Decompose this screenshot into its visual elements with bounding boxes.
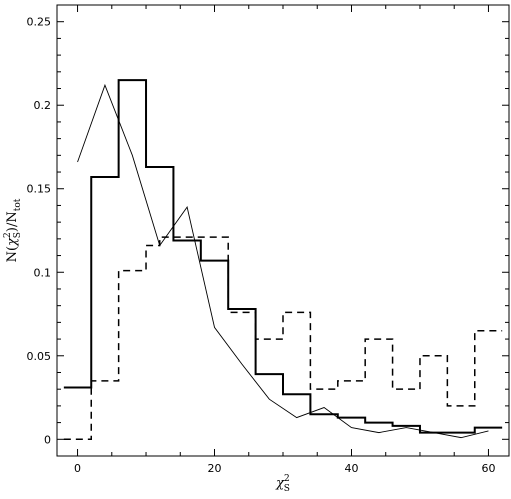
y-axis-label-sup: 2 (3, 232, 13, 238)
x-axis-label-base: χ (275, 476, 285, 491)
y-tick-label: 0.05 (27, 350, 52, 363)
y-tick-label: 0 (44, 433, 51, 446)
axis-ticks (57, 5, 509, 456)
y-tick-label: 0.15 (27, 183, 52, 196)
x-axis-label-sub: S (284, 484, 290, 494)
y-axis-label-prefix: N( (5, 246, 20, 262)
x-tick-label: 60 (481, 462, 495, 475)
y-axis-label-sub: S (13, 232, 23, 238)
y-axis-label: N(χ2S)/Ntot (3, 198, 23, 262)
x-tick-label: 0 (74, 462, 81, 475)
y-axis-label-chi: χ (5, 237, 20, 247)
series-line-2 (63, 236, 503, 441)
x-tick-label: 20 (208, 462, 222, 475)
y-tick-label: 0.25 (27, 16, 52, 29)
y-tick-label: 0.1 (34, 266, 52, 279)
series-layer (63, 79, 503, 441)
series-line-3 (77, 83, 489, 439)
y-tick-label: 0.2 (34, 99, 52, 112)
x-axis-label-sup: 2 (284, 474, 290, 484)
series-line-1 (63, 79, 503, 434)
tick-labels: 0 20 40 60 0 0.05 0.1 0.15 0.2 0.25 (27, 16, 496, 475)
x-axis-label: χ2 S (275, 474, 290, 494)
x-tick-label: 40 (344, 462, 358, 475)
y-axis-label-mid: )/N (5, 211, 20, 232)
y-axis-label-sub2: tot (13, 198, 23, 211)
